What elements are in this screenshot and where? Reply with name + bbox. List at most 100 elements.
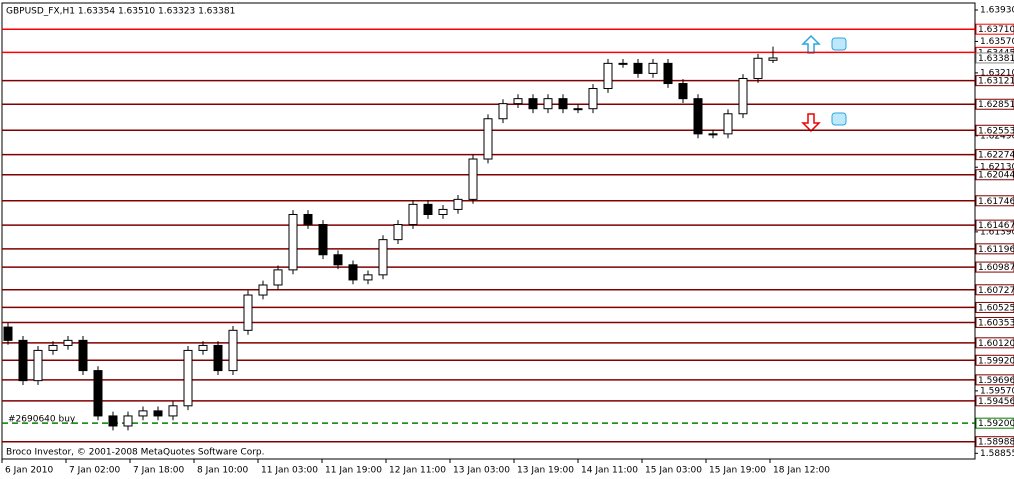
level-label-box (975, 261, 1014, 273)
level-label: 1.59456 (978, 397, 1014, 407)
order-annotation: #2690640 buy (8, 415, 76, 425)
level-label: 1.62553 (978, 126, 1014, 136)
candle-body (693, 98, 703, 135)
level-label: 1.59200 (978, 419, 1014, 429)
candle-body (198, 344, 208, 351)
level-label-box (975, 301, 1014, 313)
level-label: 1.61467 (978, 221, 1014, 231)
x-tick-label: 7 Jan 02:00 (69, 466, 121, 476)
candle-body (78, 339, 88, 372)
footer: Broco Investor, © 2001-2008 MetaQuotes S… (6, 448, 265, 458)
x-tick-label: 6 Jan 2010 (5, 466, 53, 476)
level-label-box (975, 395, 1014, 407)
x-tick-label: 14 Jan 11:00 (581, 466, 638, 476)
thumb-icon (831, 37, 847, 51)
candle-body (498, 103, 508, 120)
x-tick-label: 13 Jan 19:00 (517, 466, 574, 476)
level-label: 1.61746 (978, 197, 1014, 207)
candle-body (183, 349, 193, 407)
candle-body (648, 62, 658, 74)
level-label-box (975, 124, 1014, 136)
candle-body (333, 254, 343, 266)
level-label: 1.59920 (978, 356, 1014, 366)
candle-body (663, 62, 673, 85)
down-arrow (801, 113, 821, 133)
level-label: 1.63710 (978, 25, 1014, 35)
candle-body (168, 405, 178, 417)
candle-body (93, 370, 103, 417)
candle-body (603, 62, 613, 90)
candle-body (438, 208, 448, 215)
candle-body (33, 349, 43, 382)
candle-body (558, 98, 568, 110)
x-tick-label: 8 Jan 10:00 (197, 466, 249, 476)
level-label-box (975, 337, 1014, 349)
price-label-box (975, 52, 1014, 64)
level-label-box (975, 436, 1014, 448)
price-label: 1.63381 (978, 54, 1014, 64)
candle-body (768, 57, 778, 61)
level-label: 1.60727 (978, 286, 1014, 296)
candle-body (423, 203, 433, 215)
candle-body (123, 415, 133, 427)
level-label: 1.60525 (978, 303, 1014, 313)
y-tick-label: 1.62130 (980, 163, 1014, 173)
level-label: 1.60353 (978, 318, 1014, 328)
candle-body (393, 224, 403, 241)
y-tick-label: 1.61390 (980, 227, 1014, 237)
candle-body (48, 344, 58, 351)
level-label-box (975, 316, 1014, 328)
candle-body (288, 213, 298, 271)
candle-body (408, 203, 418, 226)
level-label-box (975, 354, 1014, 366)
y-tick-label: 1.58855 (980, 449, 1014, 459)
candle-body (273, 269, 283, 286)
candle-body (618, 62, 628, 65)
x-tick-label: 7 Jan 18:00 (133, 466, 185, 476)
level-label-box (975, 169, 1014, 181)
candle-body (528, 98, 538, 110)
candle-body (453, 198, 463, 210)
candle-body (3, 326, 13, 341)
candle-body (213, 344, 223, 372)
y-tick-label: 1.63210 (980, 68, 1014, 78)
candle-body (228, 329, 238, 372)
candle-body (303, 213, 313, 226)
level-label: 1.61196 (978, 245, 1014, 255)
level-label-box (975, 98, 1014, 110)
x-tick-label: 11 Jan 19:00 (325, 466, 382, 476)
candle-body (18, 339, 28, 382)
level-label: 1.58988 (978, 438, 1014, 448)
candle-body (483, 118, 493, 160)
y-tick-label: 1.63570 (980, 37, 1014, 47)
candle-body (588, 88, 598, 110)
y-tick-label: 1.63930 (980, 5, 1014, 15)
candle-body (468, 158, 478, 200)
plot-frame (1, 2, 976, 460)
candle-body (513, 98, 523, 105)
level-label-box (975, 23, 1014, 35)
level-label-box (975, 243, 1014, 255)
candle-body (708, 133, 718, 136)
level-label: 1.63121 (978, 77, 1014, 87)
level-label: 1.60120 (978, 339, 1014, 349)
x-tick-label: 11 Jan 03:00 (261, 466, 318, 476)
candle-body (738, 77, 748, 115)
x-tick-label: 12 Jan 11:00 (389, 466, 446, 476)
y-tick-label: 1.59570 (980, 386, 1014, 396)
candle-body (153, 410, 163, 417)
level-label: 1.62274 (978, 151, 1014, 161)
x-tick-label: 18 Jan 12:00 (773, 466, 830, 476)
x-tick-label: 13 Jan 03:00 (453, 466, 510, 476)
x-tick-label: 15 Jan 19:00 (709, 466, 766, 476)
thumb-icon (831, 112, 847, 126)
y-tick-label: 1.62490 (980, 131, 1014, 141)
level-label: 1.59696 (978, 376, 1014, 386)
candle-body (573, 108, 583, 111)
level-label-box (975, 149, 1014, 161)
candle-body (543, 98, 553, 110)
candle-body (378, 239, 388, 276)
level-label: 1.60987 (978, 263, 1014, 273)
candle-body (243, 294, 253, 331)
level-label-box (975, 75, 1014, 87)
